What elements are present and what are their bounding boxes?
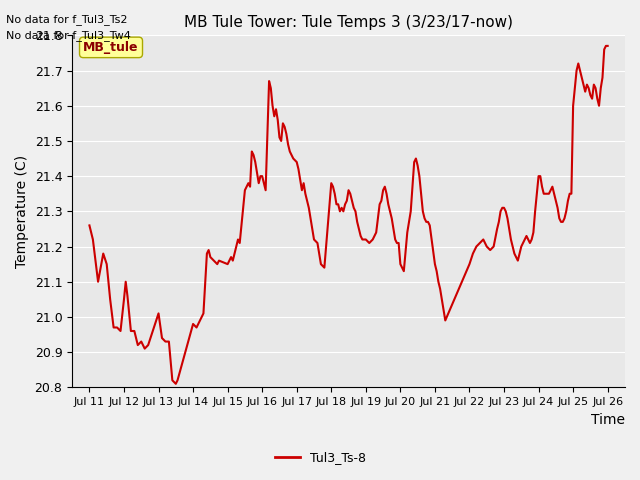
Legend: Tul3_Ts-8: Tul3_Ts-8: [269, 446, 371, 469]
Text: No data for f_Tul3_Tw4: No data for f_Tul3_Tw4: [6, 30, 131, 41]
Y-axis label: Temperature (C): Temperature (C): [15, 155, 29, 268]
Title: MB Tule Tower: Tule Temps 3 (3/23/17-now): MB Tule Tower: Tule Temps 3 (3/23/17-now…: [184, 15, 513, 30]
Text: No data for f_Tul3_Ts2: No data for f_Tul3_Ts2: [6, 13, 128, 24]
X-axis label: Time: Time: [591, 413, 625, 427]
Text: MB_tule: MB_tule: [83, 41, 139, 54]
